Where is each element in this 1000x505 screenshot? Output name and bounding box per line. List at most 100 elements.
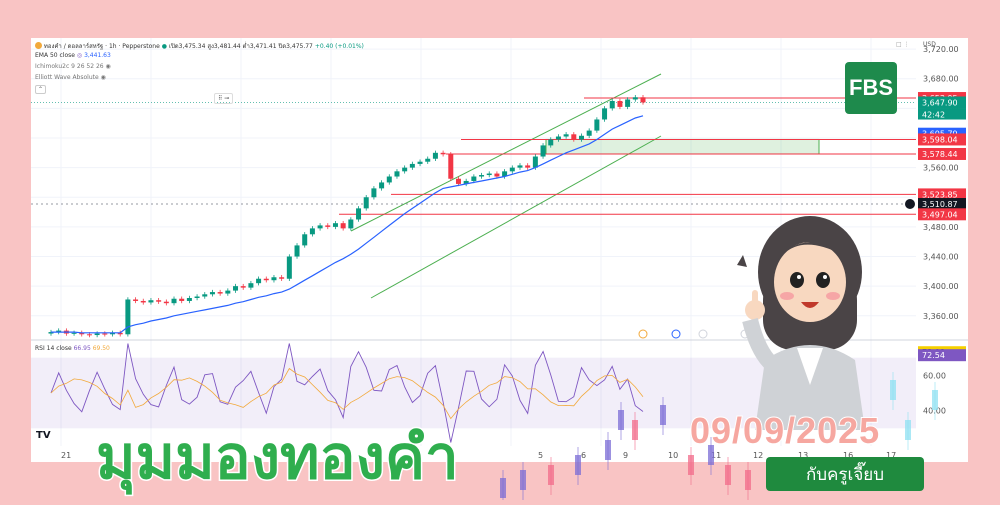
deco-candle-body: [500, 478, 506, 498]
price-tag-box: [918, 147, 966, 160]
presenter-cartoon: [737, 216, 865, 430]
price-tag-box: [918, 133, 966, 146]
candle-body: [140, 300, 146, 303]
indicator-elliott-row[interactable]: Elliott Wave Absolute ◉: [35, 74, 106, 81]
x-tick-label: 11: [711, 451, 721, 460]
ohlc-open: เปิด3,475.34: [168, 43, 206, 50]
candle-body: [486, 173, 492, 176]
symbol-line: ทองคำ / ดอลลาร์สหรัฐ · 1h · Pepperstone …: [35, 41, 364, 51]
candle-body: [617, 100, 623, 107]
market-open-dot-icon: ●: [161, 43, 167, 50]
price-tag-label: 3,598.04: [922, 135, 958, 144]
candle-body: [356, 208, 362, 220]
candle-body: [225, 290, 231, 294]
price-tag-label: 3,647.90: [922, 99, 958, 108]
candle-body: [540, 145, 546, 157]
candle-body: [417, 161, 423, 164]
price-tag-label: 3,523.85: [922, 190, 958, 199]
price-tag-label: 3,497.04: [922, 210, 958, 219]
rsi-line: [50, 343, 644, 443]
candle-body: [348, 219, 354, 229]
price-tag-label: 3,510.87: [922, 200, 958, 209]
x-tick-label: 10: [668, 451, 678, 460]
fbs-badge: FBS: [845, 62, 897, 114]
candle-body: [525, 165, 531, 168]
deco-candle-body: [548, 465, 554, 485]
rsi-tick-label: 60.00: [923, 371, 946, 380]
indicator-elliott-label: Elliott Wave Absolute: [35, 74, 99, 81]
x-tick-label: 13: [798, 451, 808, 460]
candle-body: [125, 299, 131, 335]
candle-body: [563, 134, 569, 137]
collapse-pane-icon[interactable]: □: [896, 41, 902, 48]
candle-body: [71, 332, 77, 334]
candle-body: [186, 298, 192, 301]
candle-body: [555, 136, 561, 140]
price-tag-label: 3,578.44: [922, 150, 958, 159]
symbol-label[interactable]: ทองคำ / ดอลลาร์สหรัฐ · 1h · Pepperstone: [43, 43, 160, 50]
candle-body: [440, 152, 446, 155]
rsi-value-2: 69.50: [92, 345, 110, 352]
x-tick-label: 21: [61, 451, 71, 460]
candle-body: [602, 108, 608, 120]
candle-body: [409, 163, 415, 168]
candle-body: [302, 234, 308, 246]
ohlc-high: สูง3,481.44: [207, 43, 241, 50]
candle-body: [110, 332, 116, 335]
candle-body: [102, 333, 108, 335]
y-tick-label: 3,400.00: [923, 282, 959, 291]
pane-controls[interactable]: □ ⋮: [896, 41, 910, 48]
price-tag-box: [918, 208, 966, 221]
event-flag-icon: [698, 329, 708, 339]
x-tick-label: 6: [581, 451, 586, 460]
candle-body: [217, 292, 223, 294]
candle-body: [594, 119, 600, 131]
tradingview-logo: TV: [36, 430, 51, 441]
eye-icon[interactable]: ◉: [100, 74, 106, 81]
indicator-ema-row[interactable]: EMA 50 close ◎ 3,441.63: [35, 52, 111, 59]
ohlc-change: +0.40 (+0.01%): [314, 43, 364, 50]
price-axis: 3,653.953,647.903,605.793,598.043,578.44…: [918, 92, 966, 221]
candle-body: [425, 158, 431, 162]
candle-body: [479, 175, 485, 177]
demand-zone: [545, 138, 820, 155]
candle-body: [325, 225, 331, 227]
x-tick-label: 17: [886, 451, 896, 460]
more-icon[interactable]: ⋮: [903, 41, 910, 48]
candle-body: [117, 332, 123, 335]
settings-icon[interactable]: ◎: [76, 52, 83, 59]
deco-candle-body: [745, 470, 751, 490]
y-tick-label: 3,480.00: [923, 223, 959, 232]
post-title: มุมมองทองคำ: [95, 422, 461, 495]
x-tick-label: 5: [538, 451, 543, 460]
rsi-legend: RSI 14 close 66.95 69.50: [35, 345, 110, 352]
candle-body: [640, 97, 646, 103]
candle-body: [317, 225, 323, 229]
candle-body: [332, 223, 338, 227]
candle-body: [202, 294, 208, 297]
currency-label[interactable]: USD: [923, 41, 936, 48]
candle-body: [632, 97, 638, 100]
countdown-box: [918, 108, 966, 120]
price-tag-box: [918, 188, 966, 201]
candle-body: [248, 283, 254, 288]
indicator-ema-label: EMA 50 close: [35, 52, 75, 59]
price-tag-box: [918, 96, 966, 109]
candle-body: [240, 286, 246, 288]
chart-drag-handle[interactable]: ⠿ ⊸: [214, 93, 234, 104]
candle-body: [48, 332, 54, 334]
candle-body: [463, 180, 469, 184]
candle-body: [94, 333, 100, 336]
price-tag-box: [918, 198, 966, 211]
rsi-tag-box: [918, 349, 966, 362]
candle-body: [363, 197, 369, 209]
x-tick-label: 9: [623, 451, 628, 460]
candle-body: [279, 277, 285, 279]
indicator-ichimoku-row[interactable]: Ichimoku2c 9 26 52 26 ◉: [35, 63, 111, 70]
candle-body: [271, 277, 277, 281]
collapse-legend-button[interactable]: ⌃: [35, 85, 47, 94]
eye-icon[interactable]: ◉: [105, 63, 111, 70]
candle-body: [163, 301, 169, 304]
ema-value: 3,441.63: [84, 52, 111, 59]
candle-body: [548, 139, 554, 146]
